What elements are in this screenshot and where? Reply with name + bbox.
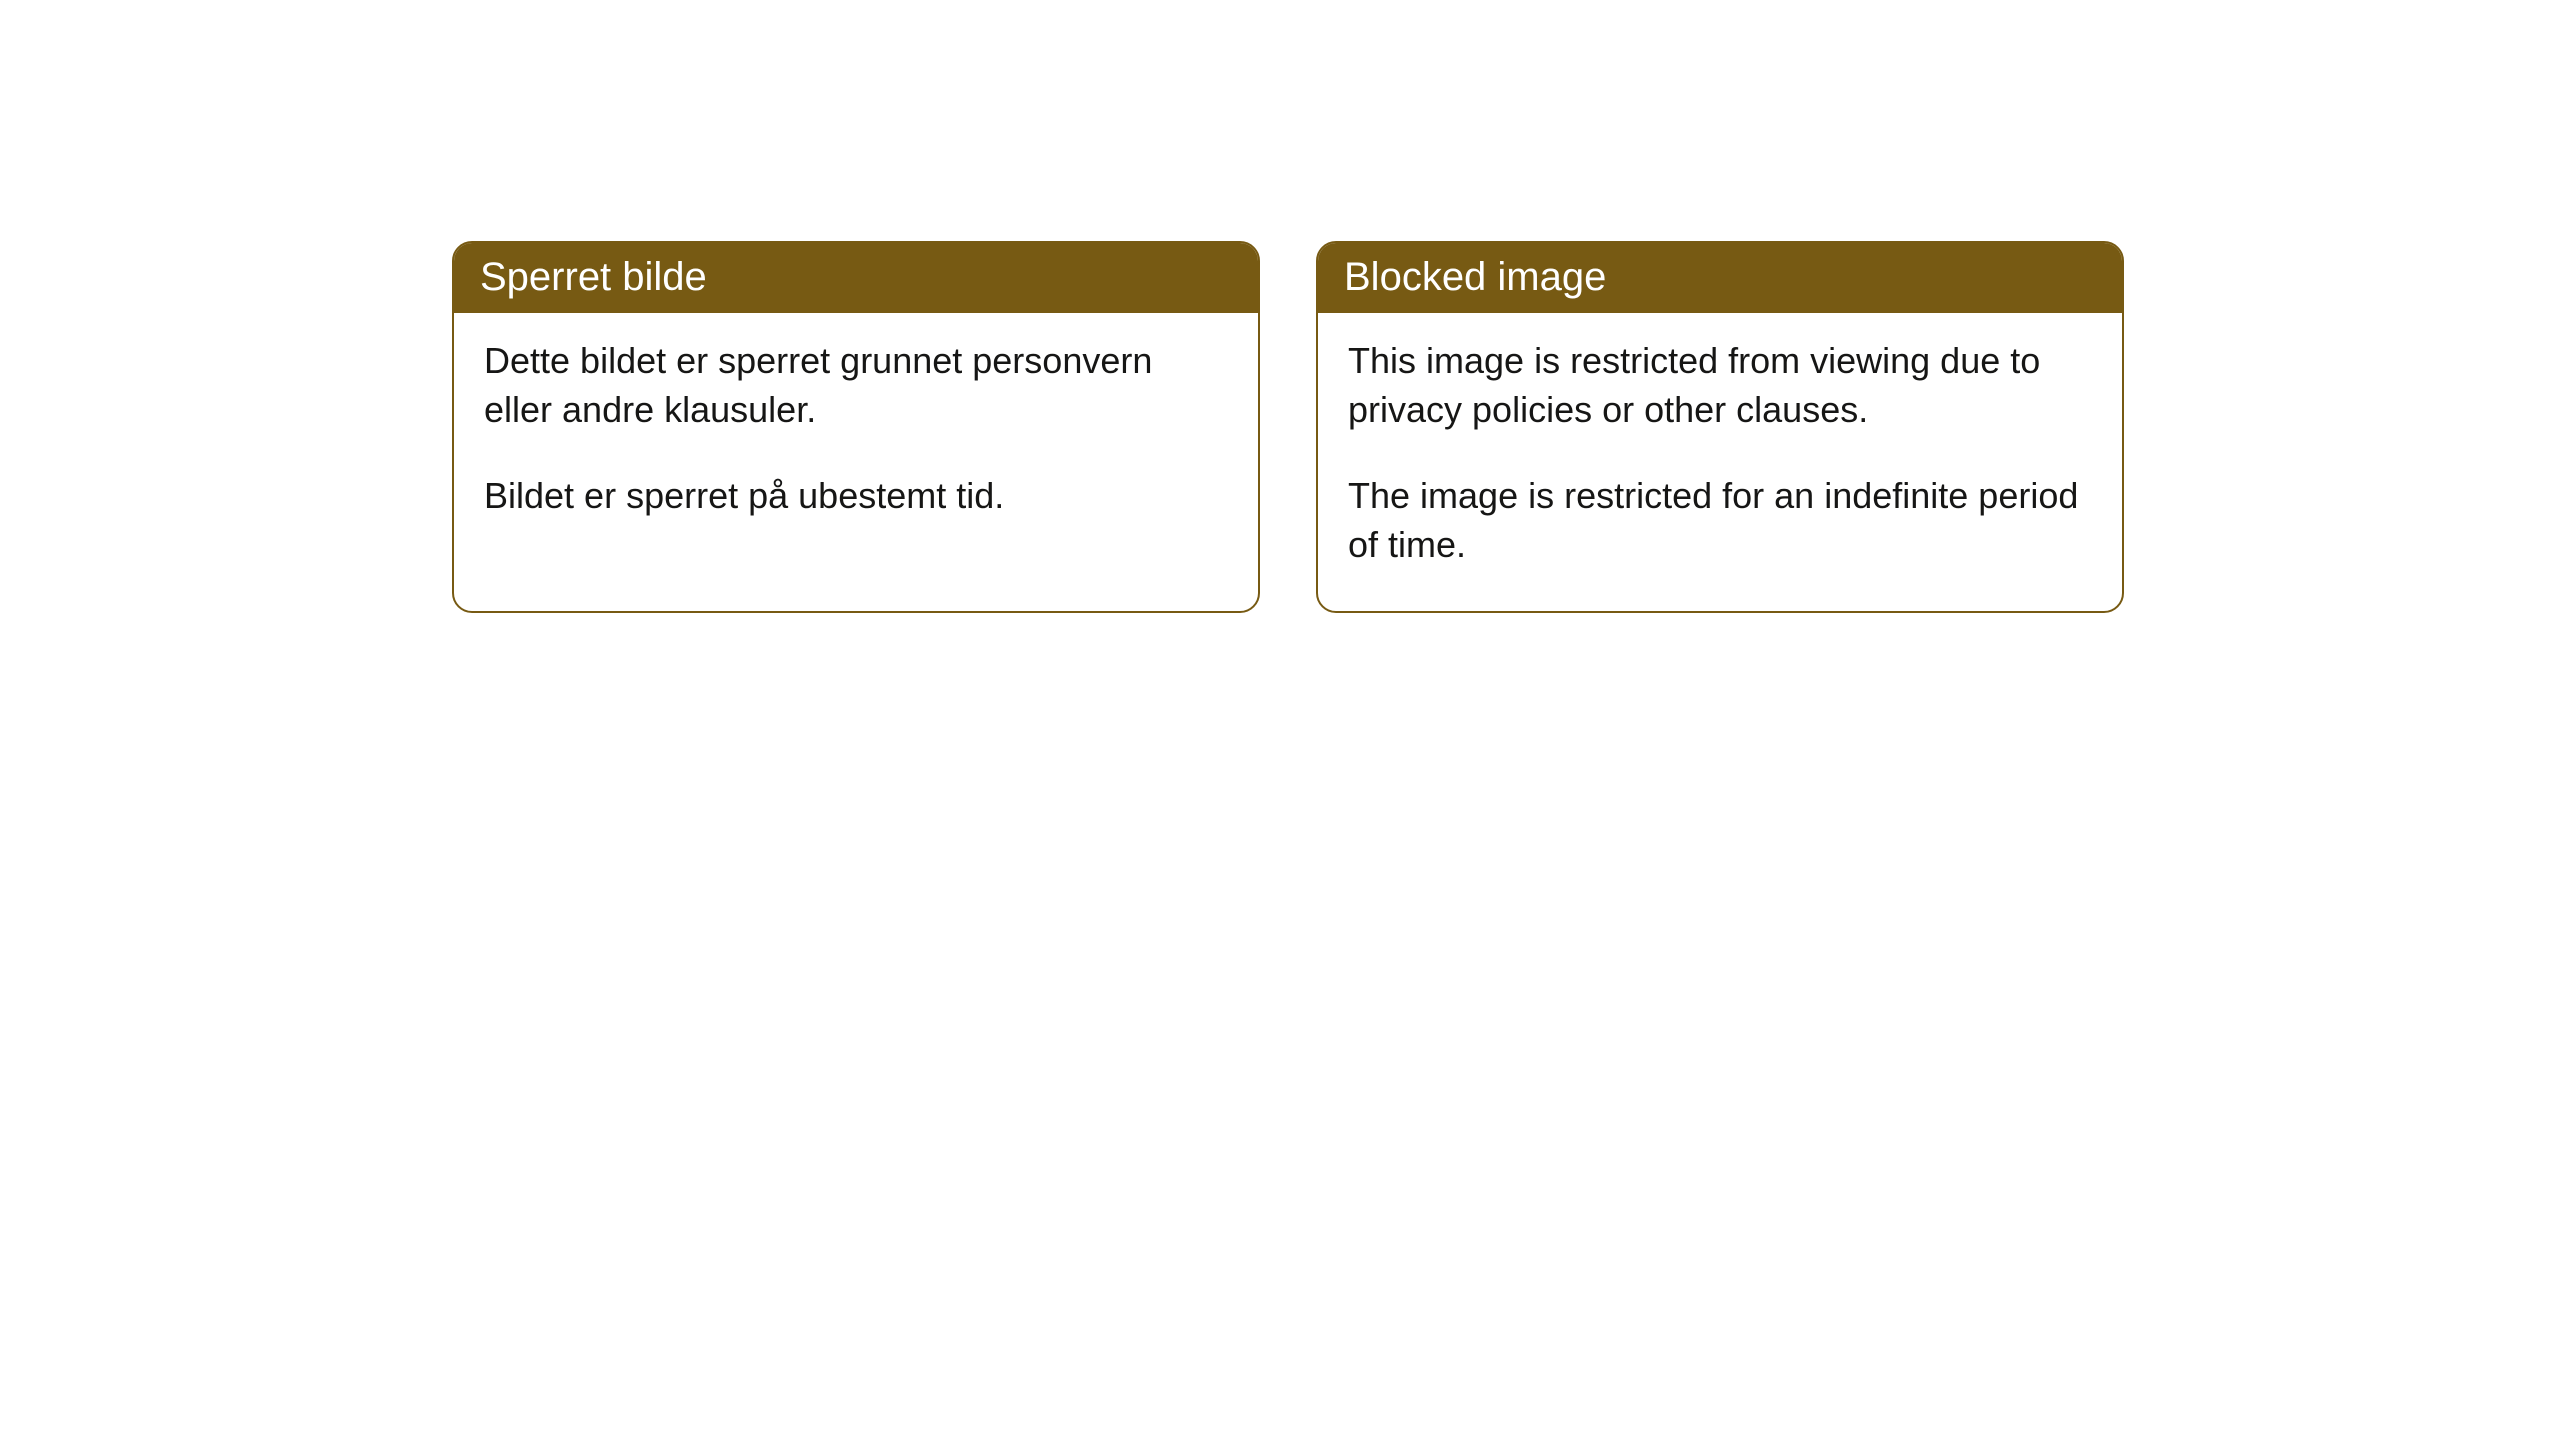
card-title-no: Sperret bilde bbox=[454, 243, 1258, 313]
card-en-para2: The image is restricted for an indefinit… bbox=[1348, 472, 2092, 569]
card-en-para1: This image is restricted from viewing du… bbox=[1348, 337, 2092, 434]
card-no-para1: Dette bildet er sperret grunnet personve… bbox=[484, 337, 1228, 434]
card-body-en: This image is restricted from viewing du… bbox=[1318, 313, 2122, 611]
blocked-image-card-en: Blocked image This image is restricted f… bbox=[1316, 241, 2124, 613]
blocked-image-notices: Sperret bilde Dette bildet er sperret gr… bbox=[452, 241, 2560, 613]
card-body-no: Dette bildet er sperret grunnet personve… bbox=[454, 313, 1258, 563]
card-no-para2: Bildet er sperret på ubestemt tid. bbox=[484, 472, 1228, 521]
card-title-en: Blocked image bbox=[1318, 243, 2122, 313]
blocked-image-card-no: Sperret bilde Dette bildet er sperret gr… bbox=[452, 241, 1260, 613]
